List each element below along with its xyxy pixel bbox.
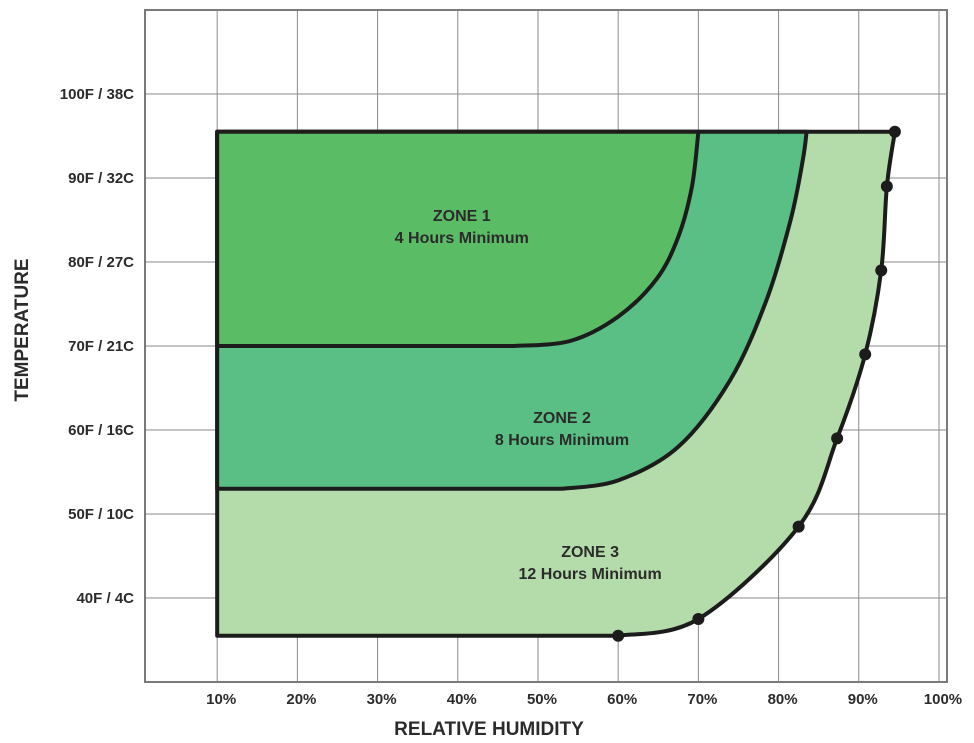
zone-1-label-title: ZONE 1 (433, 208, 491, 225)
x-tick-label: 30% (367, 691, 397, 708)
y-tick-label: 100F / 38C (60, 86, 134, 103)
boundary-marker (859, 348, 872, 361)
zone-3-markers (612, 125, 901, 642)
x-tick-label: 80% (768, 691, 798, 708)
boundary-marker (888, 125, 901, 138)
boundary-marker (831, 432, 844, 445)
y-tick-label: 50F / 10C (68, 506, 134, 523)
x-tick-labels: 10% 20% 30% 40% 50% 60% 70% 80% 90% 100% (206, 691, 962, 708)
x-tick-label: 70% (687, 691, 717, 708)
boundary-marker (692, 613, 705, 625)
boundary-marker (875, 264, 888, 277)
zone-2-label-subtitle: 8 Hours Minimum (495, 432, 629, 449)
x-tick-label: 40% (447, 691, 477, 708)
x-tick-label: 60% (607, 691, 637, 708)
zone-1-label-subtitle: 4 Hours Minimum (395, 230, 529, 247)
zone-3-label-title: ZONE 3 (561, 544, 619, 561)
zone-3-label-subtitle: 12 Hours Minimum (519, 566, 662, 583)
x-axis-title: RELATIVE HUMIDITY (394, 719, 584, 740)
x-tick-label: 50% (527, 691, 557, 708)
boundary-marker (612, 629, 625, 642)
y-tick-labels: 40F / 4C 50F / 10C 60F / 16C 70F / 21C 80F /… (60, 86, 134, 607)
plot-frame (144, 9, 948, 683)
zone-2-label-title: ZONE 2 (533, 410, 591, 427)
y-tick-label: 40F / 4C (76, 590, 134, 607)
x-tick-label: 10% (206, 691, 236, 708)
y-tick-label: 90F / 32C (68, 170, 134, 187)
zone-labels: ZONE 3 12 Hours Minimum ZONE 2 8 Hours Mini… (395, 208, 662, 583)
zone-1-region (215, 129, 701, 348)
x-tick-label: 20% (286, 691, 316, 708)
y-axis-title: TEMPERATURE (12, 258, 33, 401)
boundary-marker (792, 520, 805, 533)
y-tick-label: 60F / 16C (68, 422, 134, 439)
zones (215, 129, 897, 638)
y-tick-label: 80F / 27C (68, 254, 134, 271)
x-tick-label: 100% (924, 691, 962, 708)
x-tick-label: 90% (848, 691, 878, 708)
y-tick-label: 70F / 21C (68, 338, 134, 355)
boundary-marker (880, 180, 893, 193)
